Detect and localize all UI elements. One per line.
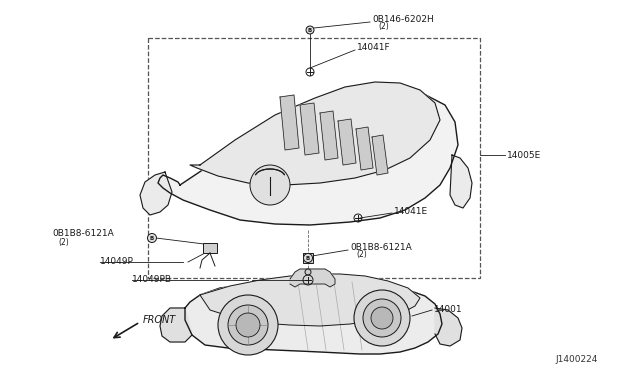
Bar xyxy=(203,243,217,253)
Circle shape xyxy=(236,313,260,337)
Text: 14049PB: 14049PB xyxy=(132,276,172,285)
Text: (2): (2) xyxy=(58,237,68,247)
Polygon shape xyxy=(190,82,440,185)
Text: B: B xyxy=(308,28,312,32)
Polygon shape xyxy=(140,172,172,215)
Circle shape xyxy=(363,299,401,337)
Text: J1400224: J1400224 xyxy=(556,355,598,364)
Circle shape xyxy=(147,234,157,243)
Text: 14005E: 14005E xyxy=(507,151,541,160)
Polygon shape xyxy=(450,155,472,208)
Polygon shape xyxy=(160,308,192,342)
Circle shape xyxy=(306,26,314,34)
Text: (2): (2) xyxy=(356,250,367,260)
Circle shape xyxy=(250,165,290,205)
Bar xyxy=(148,38,480,278)
Circle shape xyxy=(305,269,311,275)
Text: 14041F: 14041F xyxy=(357,42,390,51)
Circle shape xyxy=(354,290,410,346)
Polygon shape xyxy=(185,279,442,354)
Text: 0B146-6202H: 0B146-6202H xyxy=(372,15,434,23)
Polygon shape xyxy=(280,95,299,150)
Text: 0B1B8-6121A: 0B1B8-6121A xyxy=(350,243,412,251)
Text: 14041E: 14041E xyxy=(394,208,428,217)
Text: B: B xyxy=(150,235,154,241)
Circle shape xyxy=(228,305,268,345)
Text: B: B xyxy=(306,256,310,260)
Text: 14001: 14001 xyxy=(434,305,463,314)
Polygon shape xyxy=(372,135,388,175)
Polygon shape xyxy=(356,127,373,170)
Polygon shape xyxy=(200,274,420,326)
Text: (2): (2) xyxy=(378,22,388,32)
Circle shape xyxy=(371,307,393,329)
Polygon shape xyxy=(435,308,462,346)
Text: 0B1B8-6121A: 0B1B8-6121A xyxy=(52,230,114,238)
Text: 14049P: 14049P xyxy=(100,257,134,266)
Polygon shape xyxy=(320,111,338,160)
Polygon shape xyxy=(158,88,458,225)
Polygon shape xyxy=(338,119,356,165)
Circle shape xyxy=(303,253,312,263)
Circle shape xyxy=(218,295,278,355)
Polygon shape xyxy=(300,103,319,155)
Polygon shape xyxy=(290,269,335,287)
Text: FRONT: FRONT xyxy=(143,315,176,325)
Bar xyxy=(303,253,313,263)
